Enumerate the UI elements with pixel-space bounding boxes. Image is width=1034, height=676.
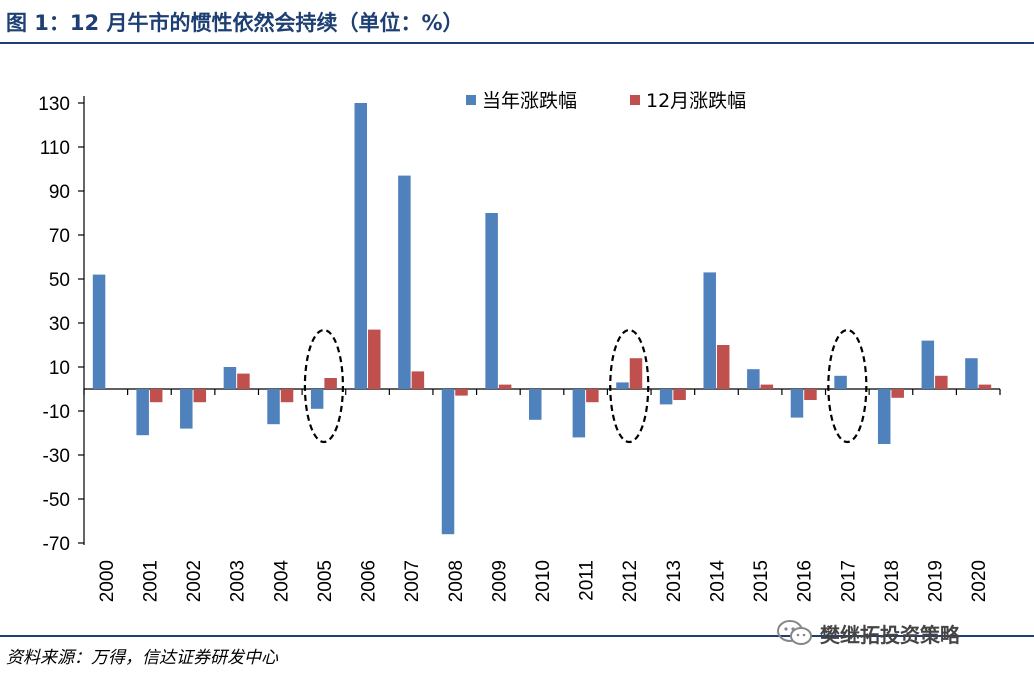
source-note: 资料来源：万得，信达证券研发中心 (6, 648, 278, 668)
bar-annual-2005 (310, 389, 324, 409)
bar-december-2015 (760, 384, 774, 389)
bar-annual-2017 (834, 375, 847, 389)
top-rule (0, 42, 1034, 44)
bar-december-2007 (411, 371, 425, 389)
annotation-ellipse-2012 (609, 328, 650, 444)
x-tick-label: 2010 (533, 560, 554, 602)
x-tick-label: 2000 (97, 560, 118, 602)
bar-annual-2013 (659, 389, 673, 405)
bar-annual-2020 (965, 358, 978, 389)
watermark-text: 樊继拓投资策略 (820, 622, 960, 647)
legend: 当年涨跌幅 12月涨跌幅 (466, 90, 746, 112)
bottom-rule (0, 635, 1034, 637)
bar-annual-2019 (921, 340, 935, 389)
bar-december-2006 (368, 329, 381, 389)
bar-december-2004 (280, 389, 294, 403)
y-tick-label: 50 (49, 270, 70, 291)
bar-annual-2015 (747, 369, 760, 389)
y-tick-label: 110 (40, 138, 70, 159)
x-tick-label: 2019 (926, 560, 947, 602)
y-tick-label: 10 (49, 358, 70, 379)
bar-december-2008 (455, 389, 468, 396)
x-tick-label: 2001 (140, 560, 161, 602)
y-tick-label: -10 (43, 402, 70, 423)
y-tick-label: 30 (49, 314, 70, 335)
bar-december-2012 (629, 358, 643, 389)
x-tick-label: 2015 (751, 560, 772, 602)
y-tick-label: 90 (49, 182, 70, 203)
x-tick-label: 2016 (795, 560, 816, 602)
bar-december-2016 (804, 389, 817, 400)
bar-annual-2007 (398, 175, 411, 389)
bar-annual-2016 (790, 389, 804, 418)
x-tick-label: 2018 (882, 560, 903, 602)
legend-swatch-2 (630, 95, 640, 105)
x-tick-label: 2020 (969, 560, 990, 602)
x-tick-label: 2012 (620, 560, 641, 602)
bar-annual-2002 (180, 389, 193, 429)
bar-annual-2018 (877, 389, 891, 444)
x-tick-label: 2007 (402, 560, 423, 602)
watermark: 樊继拓投资策略 (776, 618, 960, 648)
annotation-ellipses (303, 328, 868, 444)
bar-december-2018 (891, 389, 904, 398)
bar-december-2011 (586, 389, 599, 403)
y-tick-label: -70 (43, 534, 70, 555)
x-tick-label: 2014 (707, 560, 728, 603)
y-axis: 130 110 90 70 50 30 10 -10 -30 -50 -70 (38, 94, 85, 555)
bar-annual-2009 (485, 213, 498, 389)
bar-december-2019 (935, 375, 948, 389)
legend-label-2: 12月涨跌幅 (646, 90, 746, 112)
bar-annual-2008 (441, 389, 455, 535)
bar-annual-2012 (616, 382, 629, 389)
bar-annual-2011 (572, 389, 586, 438)
bar-annual-2000 (92, 274, 106, 389)
bar-annual-2014 (703, 272, 716, 389)
x-tick-label: 2005 (315, 560, 336, 602)
x-tick-label: 2013 (664, 560, 685, 602)
y-tick-label: 130 (38, 94, 70, 115)
bar-december-2009 (498, 384, 512, 389)
bar-december-2001 (149, 389, 163, 403)
x-axis: 2000 2001 2002 2003 2004 2005 2006 2007 2008 2009… (83, 388, 1001, 603)
annotation-ellipse-2005 (303, 328, 345, 444)
bar-december-2005 (324, 378, 337, 389)
x-tick-label: 2006 (359, 560, 380, 602)
chart-title: 图 1：12 月牛市的惯性依然会持续（单位：%） (6, 11, 464, 35)
y-tick-label: 70 (49, 226, 70, 247)
bar-december-2014 (716, 345, 730, 389)
annotation-ellipse-2017 (827, 328, 868, 444)
bar-annual-2006 (354, 103, 368, 389)
x-tick-label: 2002 (184, 560, 205, 602)
bars (92, 103, 992, 535)
y-tick-label: -50 (43, 490, 70, 511)
bar-annual-2004 (267, 389, 280, 425)
x-tick-label: 2011 (577, 560, 598, 601)
bar-december-2003 (237, 373, 250, 389)
bar-annual-2003 (223, 367, 237, 389)
legend-swatch-1 (466, 95, 476, 105)
x-tick-label: 2003 (228, 560, 249, 602)
bar-annual-2010 (529, 389, 542, 420)
bar-annual-2001 (136, 389, 149, 436)
x-tick-label: 2017 (838, 560, 859, 602)
bar-december-2013 (673, 389, 686, 400)
x-tick-label: 2004 (271, 560, 292, 603)
y-tick-label: -30 (43, 446, 70, 467)
x-tick-label: 2008 (446, 560, 467, 602)
legend-label-1: 当年涨跌幅 (482, 90, 577, 112)
x-tick-label: 2009 (489, 560, 510, 602)
wechat-icon (777, 620, 812, 645)
bar-december-2002 (193, 389, 207, 403)
bar-december-2020 (978, 384, 992, 389)
